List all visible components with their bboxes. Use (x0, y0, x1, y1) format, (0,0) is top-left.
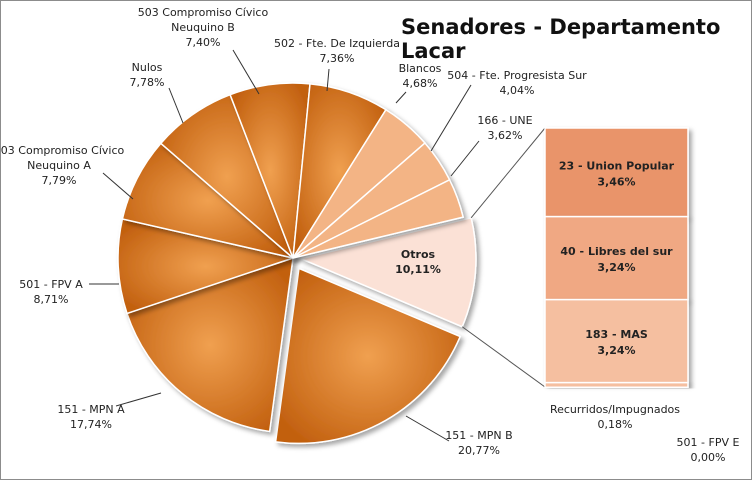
connector-line-top (470, 127, 546, 219)
breakdown-value: 3,46% (597, 175, 635, 188)
breakdown-label: 40 - Libres del sur (560, 245, 673, 258)
slice-value: 8,71% (34, 293, 69, 306)
pie-slice-151-mpn-a (126, 256, 294, 433)
breakdown-label: Recurridos/Impugnados (550, 403, 680, 416)
slice-label: Neuquino A (27, 159, 91, 172)
breakdown-bar-recurridos-impugnados (544, 381, 689, 389)
breakdown-value: 3,24% (597, 344, 635, 357)
slice-label: 503 Compromiso Cívico (138, 6, 269, 19)
leader-line (168, 87, 184, 124)
slice-label: 502 - Fte. De Izquierda (274, 37, 400, 50)
pie-slice-151-mpn-b (274, 267, 462, 445)
breakdown-label: 183 - MAS (585, 328, 648, 341)
slice-value: 4,68% (403, 77, 438, 90)
leader-line (102, 172, 134, 200)
breakdown-bar-23-union-popular (544, 127, 689, 218)
slice-value: 17,74% (70, 418, 112, 431)
slice-value: 20,77% (458, 444, 500, 457)
pie-slice-166-une (292, 178, 465, 259)
slice-value: 7,40% (186, 36, 221, 49)
breakdown-value: 3,24% (597, 261, 635, 274)
slice-value: 10,11% (395, 263, 441, 276)
slice-label: Otros (401, 248, 436, 261)
leader-line (326, 68, 330, 92)
leader-line (450, 140, 480, 177)
slice-value: 7,79% (42, 174, 77, 187)
slice-value: 3,62% (488, 129, 523, 142)
leader-line (232, 49, 260, 95)
pie-slice-otros (298, 216, 477, 328)
connector-line-bottom (461, 326, 546, 388)
chart-title: Senadores - Departamento Lacar (401, 15, 721, 63)
slice-label: Neuquino B (171, 21, 235, 34)
slice-label: 504 - Fte. Progresista Sur (447, 69, 587, 82)
slice-value: 7,78% (130, 76, 165, 89)
slice-label: Blancos (399, 62, 442, 75)
slice-label: Nulos (132, 61, 163, 74)
breakdown-label: 501 - FPV E (677, 436, 740, 449)
leader-line (430, 84, 472, 152)
slice-label: 151 - MPN A (57, 403, 125, 416)
leader-line (405, 415, 450, 442)
slice-label: 166 - UNE (477, 114, 532, 127)
breakdown-label: 23 - Union Popular (559, 159, 675, 172)
slice-value: 4,04% (500, 84, 535, 97)
leader-line (395, 91, 407, 104)
breakdown-value: 0,18% (598, 418, 633, 431)
breakdown-value: 0,00% (691, 451, 726, 464)
pie-slice-501-fpv-a (117, 218, 296, 315)
slice-value: 7,36% (320, 52, 355, 65)
breakdown-bar-183-mas (544, 298, 689, 384)
leader-line (115, 392, 162, 407)
slice-label: 501 - FPV A (19, 278, 83, 291)
slice-label: 151 - MPN B (445, 429, 512, 442)
slice-label: 503 Compromiso Cívico (1, 144, 124, 157)
